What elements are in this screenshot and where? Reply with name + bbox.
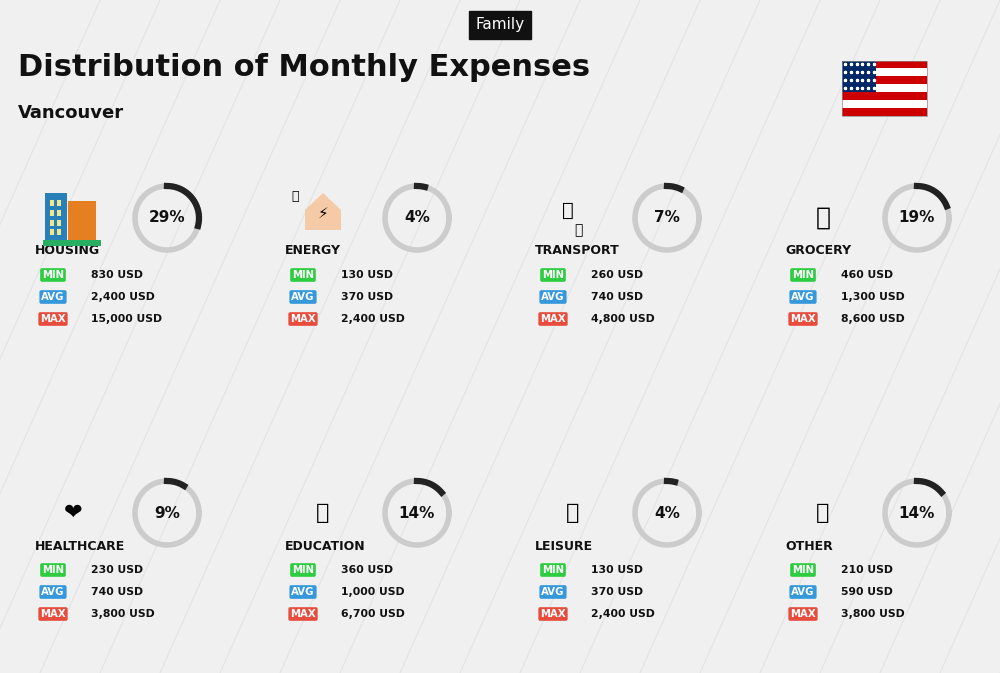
Text: 🛒: 🛒 (816, 206, 830, 230)
Text: MIN: MIN (792, 565, 814, 575)
Text: EDUCATION: EDUCATION (285, 540, 366, 553)
FancyBboxPatch shape (842, 76, 927, 84)
Text: MIN: MIN (42, 565, 64, 575)
Text: ❤️: ❤️ (64, 503, 82, 523)
Text: 740 USD: 740 USD (91, 587, 143, 597)
Text: 🎓: 🎓 (316, 503, 330, 523)
Text: 210 USD: 210 USD (841, 565, 893, 575)
Text: AVG: AVG (541, 587, 565, 597)
Text: 130 USD: 130 USD (341, 270, 393, 280)
FancyBboxPatch shape (50, 229, 54, 235)
Text: 2,400 USD: 2,400 USD (341, 314, 405, 324)
FancyBboxPatch shape (43, 240, 101, 246)
Text: 590 USD: 590 USD (841, 587, 893, 597)
Text: Vancouver: Vancouver (18, 104, 124, 122)
Text: 6,700 USD: 6,700 USD (341, 609, 405, 619)
Text: 🛍️: 🛍️ (566, 503, 580, 523)
FancyBboxPatch shape (45, 193, 67, 243)
Text: 🚌: 🚌 (562, 201, 574, 219)
Text: 19%: 19% (899, 211, 935, 225)
Text: 3,800 USD: 3,800 USD (91, 609, 155, 619)
Text: MIN: MIN (292, 270, 314, 280)
Text: AVG: AVG (541, 292, 565, 302)
Text: 4%: 4% (654, 505, 680, 520)
Text: AVG: AVG (791, 587, 815, 597)
Text: 260 USD: 260 USD (591, 270, 643, 280)
Text: AVG: AVG (791, 292, 815, 302)
Text: OTHER: OTHER (785, 540, 833, 553)
Text: MIN: MIN (542, 565, 564, 575)
Text: MIN: MIN (42, 270, 64, 280)
Text: HOUSING: HOUSING (35, 244, 100, 258)
FancyBboxPatch shape (842, 84, 927, 92)
FancyBboxPatch shape (842, 92, 927, 100)
Text: 🔌: 🔌 (291, 190, 299, 203)
FancyBboxPatch shape (842, 61, 876, 92)
Text: 🚗: 🚗 (574, 223, 582, 237)
Text: MAX: MAX (540, 314, 566, 324)
Text: 3,800 USD: 3,800 USD (841, 609, 905, 619)
Text: Family: Family (475, 17, 525, 32)
Text: 1,300 USD: 1,300 USD (841, 292, 905, 302)
Text: MAX: MAX (790, 609, 816, 619)
Text: 2,400 USD: 2,400 USD (591, 609, 655, 619)
Text: Distribution of Monthly Expenses: Distribution of Monthly Expenses (18, 53, 590, 83)
Text: MAX: MAX (290, 609, 316, 619)
Polygon shape (305, 193, 341, 230)
Text: 460 USD: 460 USD (841, 270, 893, 280)
FancyBboxPatch shape (50, 200, 54, 206)
FancyBboxPatch shape (842, 61, 927, 69)
Text: 130 USD: 130 USD (591, 565, 643, 575)
Text: 230 USD: 230 USD (91, 565, 143, 575)
Text: 7%: 7% (654, 211, 680, 225)
Text: 8,600 USD: 8,600 USD (841, 314, 905, 324)
Text: AVG: AVG (291, 587, 315, 597)
FancyBboxPatch shape (842, 69, 927, 76)
FancyBboxPatch shape (68, 201, 96, 243)
Text: MIN: MIN (542, 270, 564, 280)
Text: HEALTHCARE: HEALTHCARE (35, 540, 125, 553)
Text: MIN: MIN (792, 270, 814, 280)
Text: 1,000 USD: 1,000 USD (341, 587, 405, 597)
Text: MAX: MAX (290, 314, 316, 324)
FancyBboxPatch shape (50, 220, 54, 226)
Text: MAX: MAX (790, 314, 816, 324)
Text: 4%: 4% (404, 211, 430, 225)
Text: AVG: AVG (41, 587, 65, 597)
Text: AVG: AVG (291, 292, 315, 302)
Text: LEISURE: LEISURE (535, 540, 593, 553)
Text: 4,800 USD: 4,800 USD (591, 314, 655, 324)
Text: 9%: 9% (154, 505, 180, 520)
Text: 740 USD: 740 USD (591, 292, 643, 302)
Text: 👛: 👛 (816, 503, 830, 523)
Text: MAX: MAX (540, 609, 566, 619)
FancyBboxPatch shape (57, 210, 61, 216)
Text: 15,000 USD: 15,000 USD (91, 314, 162, 324)
Text: 2,400 USD: 2,400 USD (91, 292, 155, 302)
FancyBboxPatch shape (57, 220, 61, 226)
Text: MAX: MAX (40, 314, 66, 324)
Text: 370 USD: 370 USD (591, 587, 643, 597)
FancyBboxPatch shape (842, 108, 927, 116)
Text: 830 USD: 830 USD (91, 270, 143, 280)
FancyBboxPatch shape (842, 100, 927, 108)
Text: 370 USD: 370 USD (341, 292, 393, 302)
Text: MIN: MIN (292, 565, 314, 575)
Text: MAX: MAX (40, 609, 66, 619)
FancyBboxPatch shape (57, 229, 61, 235)
Text: GROCERY: GROCERY (785, 244, 851, 258)
Text: 29%: 29% (149, 211, 185, 225)
Text: 14%: 14% (899, 505, 935, 520)
Text: 14%: 14% (399, 505, 435, 520)
FancyBboxPatch shape (57, 200, 61, 206)
Text: 360 USD: 360 USD (341, 565, 393, 575)
Text: ⚡: ⚡ (318, 205, 328, 221)
FancyBboxPatch shape (50, 210, 54, 216)
Text: AVG: AVG (41, 292, 65, 302)
Text: ENERGY: ENERGY (285, 244, 341, 258)
Text: TRANSPORT: TRANSPORT (535, 244, 620, 258)
